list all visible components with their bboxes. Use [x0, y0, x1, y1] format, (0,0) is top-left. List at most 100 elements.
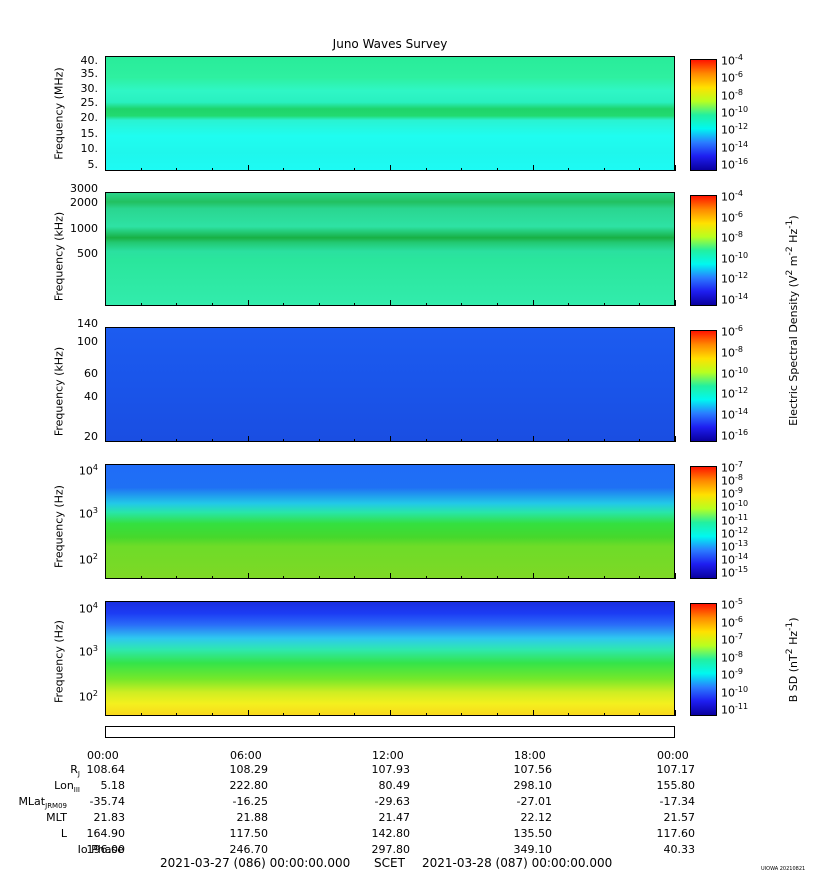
x-tick-mark	[532, 436, 534, 442]
colorbar-tick-label: 10-14	[721, 139, 749, 155]
colorbar-tick-label: 10-8	[721, 230, 743, 245]
x-tick-mark	[532, 573, 534, 579]
x-tick-mark	[105, 436, 106, 442]
x-tick-mark	[461, 303, 463, 306]
colorbar-tick-label: 10-9	[721, 486, 743, 501]
ephemeris-value: -16.25	[232, 795, 268, 808]
ephemeris-value: 222.80	[229, 779, 269, 792]
y-tick-label: 40.	[80, 54, 99, 67]
colorbar-tick-label: 10-6	[721, 209, 743, 225]
colorbar-tick-label: 10-10	[721, 250, 749, 266]
ephemeris-value: 108.64	[86, 763, 126, 776]
spectrogram-panel-mhz	[105, 56, 676, 171]
x-tick-mark	[176, 303, 178, 306]
y-tick-label: 30.	[80, 82, 99, 95]
ephemeris-value: 107.93	[371, 763, 411, 776]
x-tick-mark	[461, 439, 463, 442]
x-tick-mark	[247, 573, 249, 579]
ephemeris-value: 21.57	[663, 811, 696, 824]
x-tick-mark	[639, 576, 641, 579]
x-tick-mark	[425, 576, 427, 579]
y-tick-label: 10.	[80, 142, 99, 155]
ephemeris-row-label: MLT	[46, 811, 67, 824]
ephemeris-value: 107.56	[513, 763, 553, 776]
x-tick-mark	[247, 300, 249, 306]
x-tick-mark	[105, 573, 106, 579]
x-tick-mark	[390, 436, 391, 442]
x-tick-mark	[675, 165, 676, 171]
x-tick-mark	[461, 576, 463, 579]
colorbar-tick-label: 10-14	[721, 551, 749, 567]
colorbar-tick-label: 10-14	[721, 292, 749, 307]
ephemeris-row-label: RJ	[70, 763, 80, 779]
x-tick-mark	[211, 576, 213, 579]
colorbar-label-magnetic: B SD (nT2 Hz-1)	[784, 617, 800, 703]
y-tick-label: 35.	[80, 67, 99, 80]
colorbar-2	[690, 195, 717, 306]
spectrogram-panel-hz-e	[105, 464, 676, 579]
x-tick-mark	[532, 165, 534, 171]
colorbar-tick-label: 10-8	[721, 87, 743, 103]
x-tick-mark	[496, 439, 498, 442]
x-tick-label: 00:00	[657, 749, 689, 762]
ephemeris-value: 142.80	[371, 827, 411, 840]
x-tick-mark	[283, 576, 285, 579]
ephemeris-value: 5.18	[100, 779, 126, 792]
ephemeris-value: 21.47	[378, 811, 411, 824]
spectrogram-panel-khz-low	[105, 327, 676, 442]
colorbar-tick-label: 10-10	[721, 365, 749, 381]
x-tick-mark	[568, 303, 570, 306]
x-tick-mark	[354, 303, 356, 306]
colorbar-tick-label: 10-5	[721, 597, 743, 612]
ephemeris-value: 80.49	[378, 779, 411, 792]
ephemeris-value: 117.50	[229, 827, 269, 840]
ephemeris-value: 246.70	[229, 843, 269, 856]
ephemeris-row-label: L	[60, 827, 67, 840]
x-tick-mark	[568, 713, 570, 716]
x-tick-mark	[603, 439, 605, 442]
ephemeris-value: -35.74	[89, 795, 125, 808]
colorbar-tick-label: 10-15	[721, 565, 749, 580]
x-tick-mark	[354, 576, 356, 579]
x-tick-mark	[247, 436, 249, 442]
ephemeris-value: 117.60	[656, 827, 696, 840]
x-tick-mark	[176, 576, 178, 579]
x-tick-mark	[675, 573, 676, 579]
colorbar-tick-label: 10-7	[721, 632, 743, 647]
colorbar-tick-label: 10-10	[721, 105, 749, 120]
x-tick-mark	[568, 168, 570, 171]
x-tick-mark	[675, 710, 676, 716]
x-tick-mark	[140, 303, 142, 306]
x-tick-mark	[425, 713, 427, 716]
y-tick-label: 15.	[80, 127, 99, 140]
x-tick-mark	[140, 168, 142, 171]
colorbar-tick-label: 10-8	[721, 344, 743, 360]
x-tick-mark	[176, 439, 178, 442]
x-tick-mark	[496, 303, 498, 306]
colorbar-tick-label: 10-4	[721, 53, 743, 68]
ephemeris-value: -29.63	[374, 795, 410, 808]
footer-start-time: 2021-03-27 (086) 00:00:00.000	[160, 856, 351, 870]
footer-end-time: 2021-03-28 (087) 00:00:00.000	[422, 856, 613, 870]
x-tick-mark	[283, 303, 285, 306]
colorbar-tick-label: 10-14	[721, 407, 749, 422]
y-tick-label: 102	[78, 552, 98, 567]
x-tick-mark	[354, 168, 356, 171]
ephemeris-value: 135.50	[513, 827, 553, 840]
ephemeris-value: -27.01	[516, 795, 552, 808]
y-tick-label: 20	[84, 430, 98, 443]
x-tick-mark	[211, 713, 213, 716]
chart-title: Juno Waves Survey	[332, 37, 448, 51]
x-tick-mark	[639, 303, 641, 306]
credit-stamp: UIOWA 20210821	[761, 866, 806, 872]
x-tick-mark	[247, 165, 249, 171]
x-tick-mark	[461, 713, 463, 716]
ephemeris-row-label: Io Phase	[77, 843, 124, 856]
ephemeris-value: -17.34	[659, 795, 695, 808]
x-tick-mark	[105, 300, 106, 306]
y-tick-label: 20.	[80, 111, 99, 124]
colorbar-3	[690, 330, 717, 442]
ephemeris-value: 155.80	[656, 779, 696, 792]
x-tick-mark	[532, 300, 534, 306]
ephemeris-value: 196.00	[86, 843, 126, 856]
